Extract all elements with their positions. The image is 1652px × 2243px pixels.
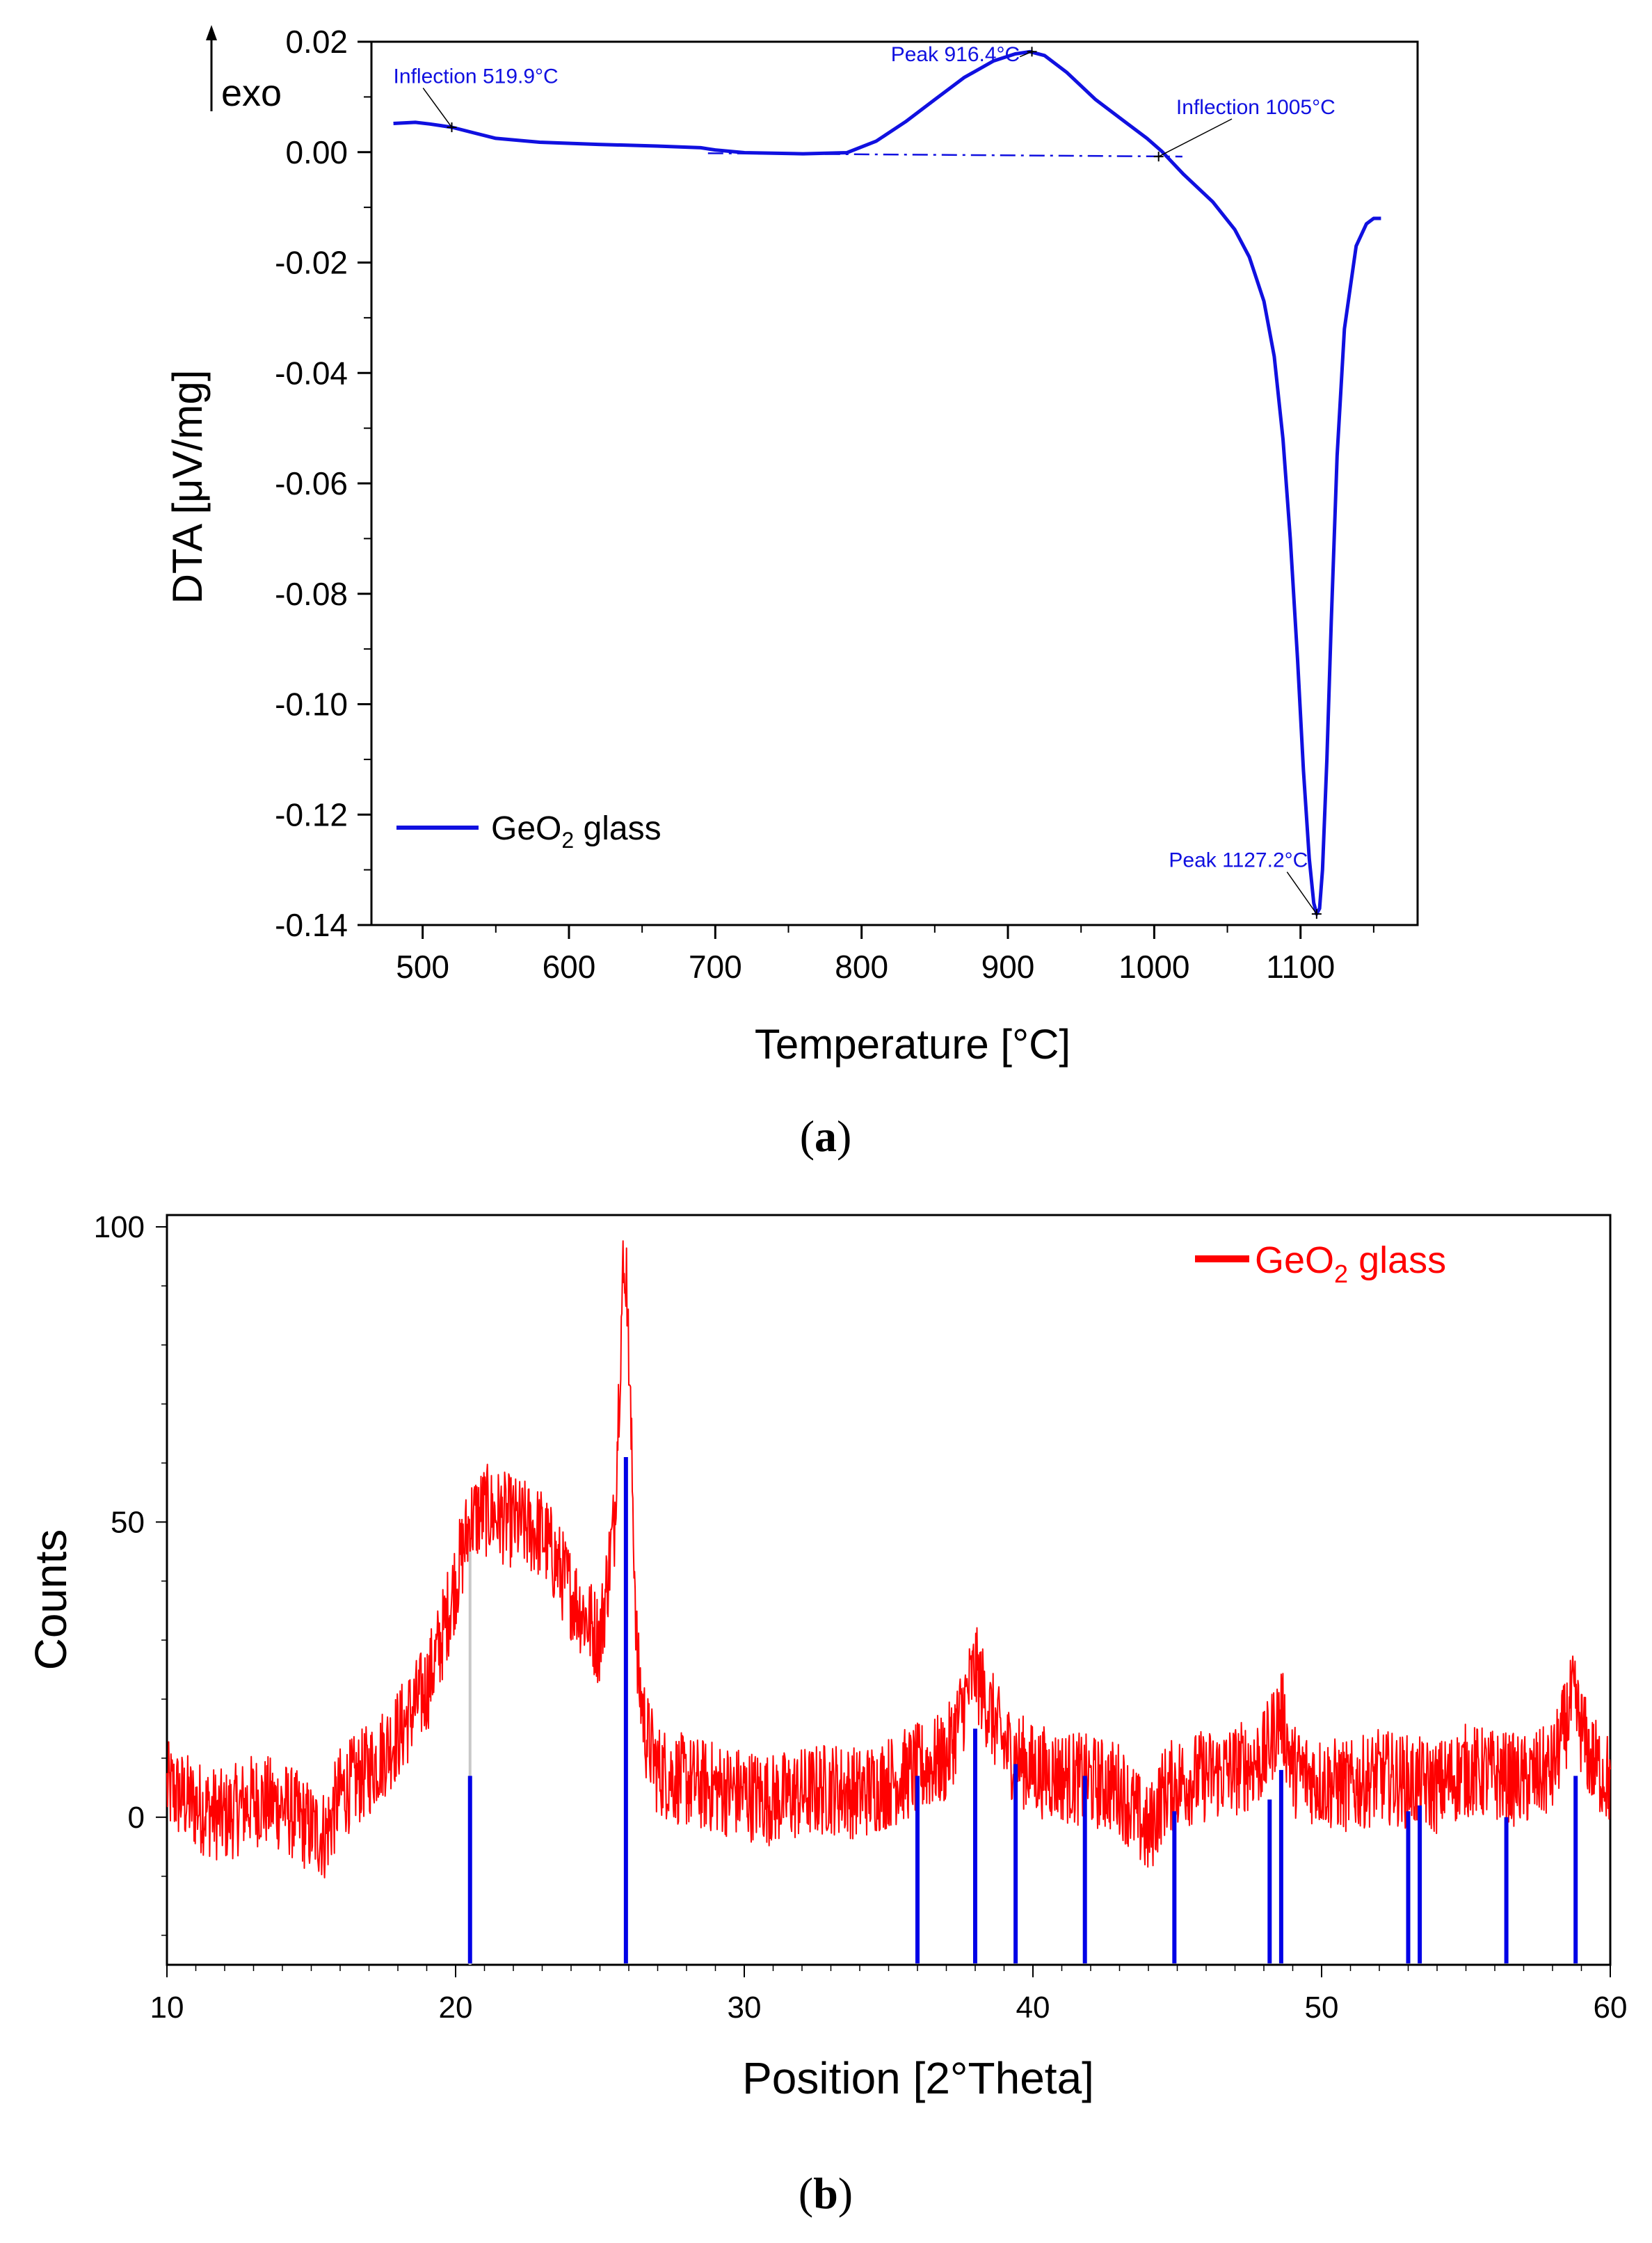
annotation-label: Inflection 1005°C <box>1176 96 1336 119</box>
panel-b-plot-area <box>166 1240 1611 1965</box>
panel-a-y-ticks: 0.02 0.00 -0.02 -0.04 -0.06 -0.08 -0.10 -0.12 -0… <box>275 24 371 943</box>
annotation-leader <box>1019 51 1032 58</box>
annotation-label: Peak 916.4°C <box>891 43 1020 66</box>
panel-b-x-tick-label: 50 <box>1305 1991 1339 2025</box>
panel-a-x-tick-label: 1000 <box>1118 949 1189 985</box>
panel-a-caption: (a) <box>800 1111 852 1161</box>
panel-b-xrd-curve <box>166 1240 1611 1879</box>
panel-b-xrd-chart: 0 50 100 10 20 30 40 50 60 Position [2°Theta] C… <box>26 1210 1627 2218</box>
panel-a-x-axis-label: Temperature [°C] <box>755 1021 1070 1068</box>
annotation-leader <box>1158 118 1233 157</box>
panel-b-x-ticks: 10 20 30 40 50 60 <box>150 1965 1628 2025</box>
annotation-leader <box>422 88 453 128</box>
exo-label: exo <box>221 72 282 114</box>
panel-b-y-tick-label: 0 <box>128 1801 145 1835</box>
panel-b-x-tick-label: 60 <box>1594 1991 1628 2025</box>
panel-a-y-tick-label: 0.02 <box>285 24 348 60</box>
panel-a-x-tick-label: 600 <box>543 949 596 985</box>
panel-b-legend-label: GeO2 glass <box>1255 1239 1446 1288</box>
panel-a-y-axis-label: DTA [μV/mg] <box>164 370 211 604</box>
panel-a-y-tick-label: -0.04 <box>275 355 348 391</box>
panel-a-baseline <box>707 152 1182 158</box>
panel-b-x-tick-label: 40 <box>1016 1991 1050 2025</box>
panel-a-y-tick-label: 0.00 <box>285 134 348 170</box>
panel-a-y-tick-label: -0.02 <box>275 245 348 281</box>
panel-a-plot-area: Inflection 519.9°C Peak 916.4°C Inflection… <box>393 43 1381 919</box>
panel-b-y-tick-label: 100 <box>94 1210 145 1244</box>
panel-a-dta-chart: 0.02 0.00 -0.02 -0.04 -0.06 -0.08 -0.10 -0.12 -0… <box>164 24 1419 1161</box>
panel-a-y-tick-label: -0.12 <box>275 796 348 833</box>
panel-b-caption: (b) <box>799 2169 853 2218</box>
panel-a-y-tick-label: -0.10 <box>275 686 348 723</box>
panel-b-x-tick-label: 30 <box>728 1991 762 2025</box>
panel-b-y-tick-label: 50 <box>111 1505 145 1539</box>
panel-a-dta-curve <box>393 49 1381 916</box>
annotation-label: Peak 1127.2°C <box>1169 849 1308 872</box>
annotation-label: Inflection 519.9°C <box>394 65 559 88</box>
panel-a-y-tick-label: -0.08 <box>275 576 348 612</box>
panel-a-legend-label: GeO2 glass <box>491 810 661 853</box>
panel-a-y-tick-label: -0.14 <box>275 907 348 943</box>
exo-arrow-head <box>206 25 217 40</box>
panel-a-x-ticks: 500 600 700 800 900 1000 1100 <box>396 925 1374 985</box>
panel-a-x-tick-label: 900 <box>981 949 1035 985</box>
panel-b-x-tick-label: 20 <box>439 1991 473 2025</box>
panel-a-x-tick-label: 500 <box>396 949 449 985</box>
panel-b-y-axis-label: Counts <box>26 1529 76 1671</box>
panel-b-y-ticks: 0 50 100 <box>94 1210 167 1936</box>
panel-b-x-tick-label: 10 <box>150 1991 184 2025</box>
annotation-leader <box>1286 871 1317 915</box>
panel-a-x-tick-label: 800 <box>835 949 888 985</box>
panel-a-y-tick-label: -0.06 <box>275 465 348 501</box>
panel-b-x-axis-label: Position [2°Theta] <box>742 2053 1094 2103</box>
panel-a-x-tick-label: 1100 <box>1266 949 1335 985</box>
panel-a-x-tick-label: 700 <box>689 949 742 985</box>
